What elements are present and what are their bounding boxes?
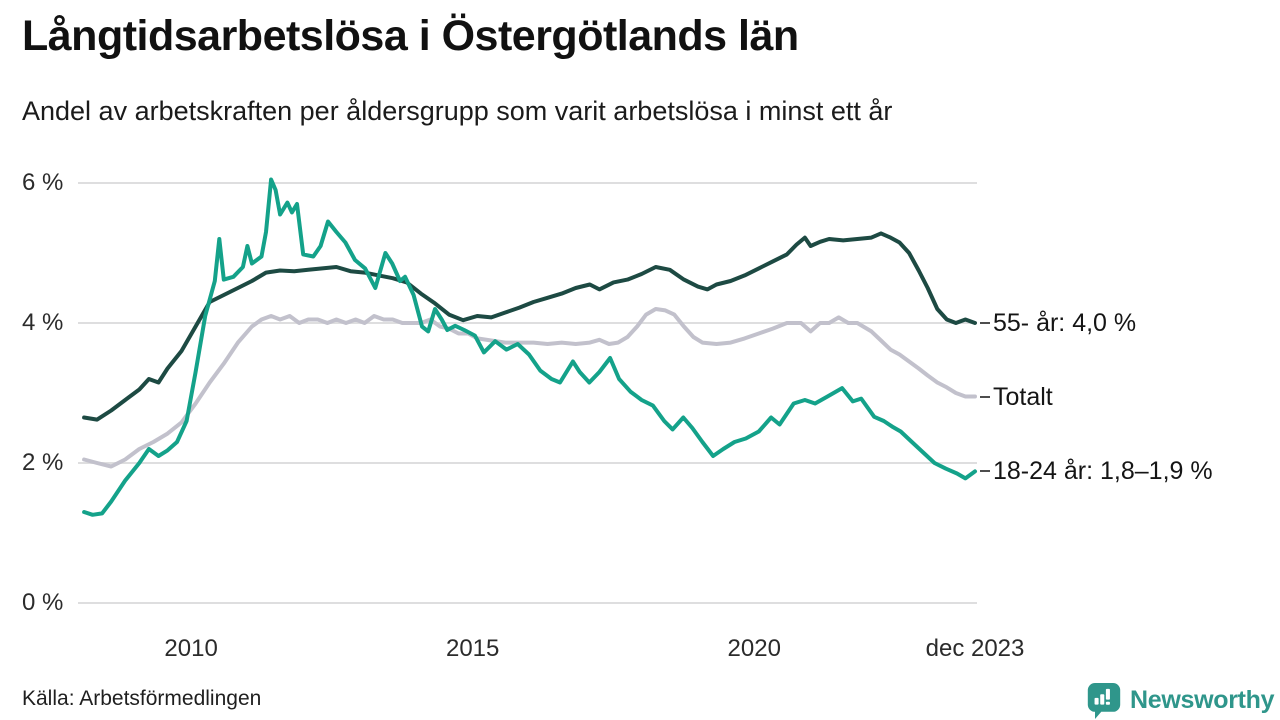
y-tick-label: 0 %: [22, 589, 64, 616]
series-line-totalt: [82, 307, 977, 469]
logo-bar-medium: [1100, 694, 1105, 705]
logo-link[interactable]: Newsworthy: [1086, 683, 1275, 719]
series-line-18-24-ar: [82, 177, 977, 517]
series-line-55-ar: [82, 231, 977, 422]
logo-exclamation-bar: [1105, 688, 1110, 700]
end-label-dash: [980, 470, 990, 473]
logo-exclamation-dot: [1105, 701, 1110, 705]
series-end-label-totalt: Totalt: [993, 382, 1053, 411]
page-title: Långtidsarbetslösa i Östergötlands län: [22, 12, 799, 60]
y-tick-label: 4 %: [22, 309, 64, 336]
x-tick-label: 2015: [445, 635, 500, 662]
logo-text: Newsworthy: [1130, 686, 1275, 714]
page-subtitle: Andel av arbetskraften per åldersgrupp s…: [22, 96, 893, 126]
end-label-dash: [980, 395, 990, 398]
x-tick-label: 2010: [164, 635, 218, 662]
x-tick-label: 2020: [727, 635, 781, 662]
x-tick-label: dec 2023: [925, 635, 1025, 662]
newsworthy-logo-icon: [1087, 683, 1121, 719]
series-end-label-18-24-ar: 18-24 år: 1,8–1,9 %: [993, 457, 1213, 486]
series-end-label-55-ar: 55- år: 4,0 %: [993, 309, 1137, 337]
logo-bar-small: [1094, 697, 1099, 705]
source-credit: Källa: Arbetsförmedlingen: [22, 687, 262, 710]
end-label-dash: [980, 322, 990, 324]
y-tick-label: 6 %: [22, 169, 64, 196]
y-tick-label: 2 %: [22, 449, 64, 476]
